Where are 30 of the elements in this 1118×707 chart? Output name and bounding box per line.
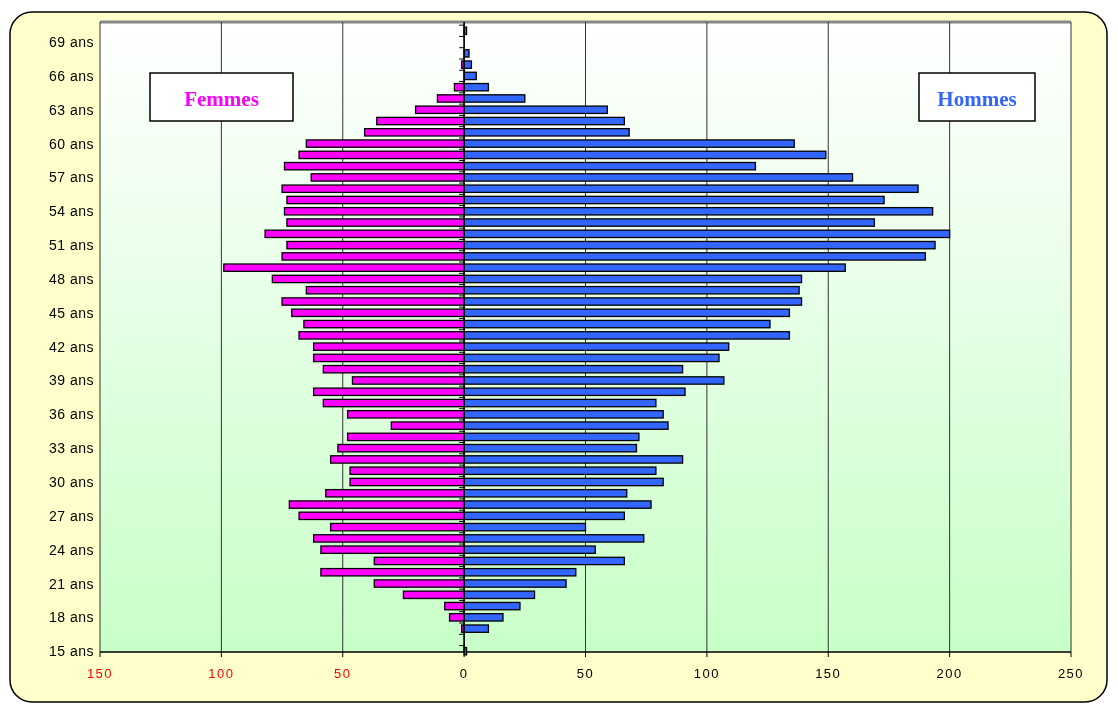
x-tick-label: 0 (459, 666, 469, 681)
x-tick-label: 150 (815, 666, 842, 681)
y-tick-label: 15 ans (48, 643, 94, 660)
y-tick-label: 66 ans (48, 67, 94, 84)
y-tick-label: 63 ans (48, 101, 94, 118)
y-tick-label: 48 ans (48, 270, 94, 287)
y-tick-label: 57 ans (48, 169, 94, 186)
y-tick-label: 21 ans (48, 575, 94, 592)
y-tick-label: 24 ans (48, 541, 94, 558)
x-tick-label: 250 (1057, 666, 1085, 681)
text: Femmes (184, 87, 259, 111)
y-tick-label: 60 ans (48, 135, 94, 152)
y-tick-label: 54 ans (48, 203, 94, 220)
y-tick-label: 51 ans (48, 237, 94, 254)
y-tick-label: 33 ans (48, 440, 94, 457)
y-tick-label: 45 ans (48, 304, 94, 321)
x-tick-label: 50 (334, 666, 352, 681)
y-tick-label: 39 ans (48, 372, 94, 389)
y-tick-label: 36 ans (48, 406, 94, 423)
y-tick-label: 42 ans (48, 338, 94, 355)
x-tick-label: 100 (693, 666, 720, 681)
text: Hommes (937, 87, 1017, 111)
x-tick-label: 50 (576, 666, 595, 681)
y-tick-label: 18 ans (48, 609, 94, 626)
y-tick-label: 69 ans (48, 34, 94, 51)
x-tick-label: 200 (936, 666, 963, 681)
x-tick-label: 150 (86, 666, 114, 681)
y-tick-label: 27 ans (48, 507, 94, 524)
y-tick-label: 30 ans (48, 474, 94, 490)
x-tick-label: 100 (208, 666, 235, 681)
